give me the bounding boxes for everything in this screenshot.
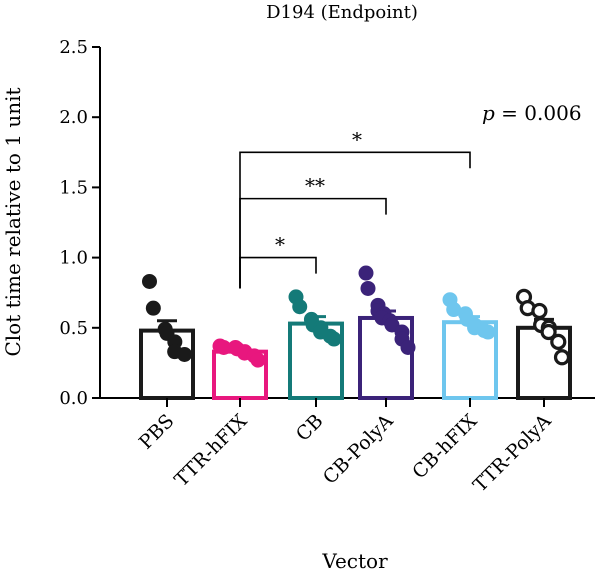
- data-point-cb: [292, 299, 308, 315]
- x-axis-title: Vector: [321, 549, 388, 573]
- y-tick-label: 0.0: [59, 388, 88, 409]
- p-value-text: = 0.006: [495, 101, 582, 125]
- x-tick-label-cb-polya: CB-PolyA: [319, 410, 398, 489]
- y-tick-label: 1.0: [59, 248, 88, 269]
- significance-label: *: [352, 127, 362, 151]
- data-point-cb-polya: [358, 265, 374, 281]
- y-tick-label: 1.5: [59, 177, 88, 198]
- chart-title: D194 (Endpoint): [266, 2, 418, 23]
- x-tick-label-cb-hfix: CB-hFIX: [408, 410, 482, 484]
- data-point-ttr-hfix: [216, 339, 232, 355]
- data-point-cb-polya: [400, 339, 416, 355]
- data-point-ttr-polya: [531, 302, 548, 320]
- data-point-ttr-hfix: [250, 352, 266, 368]
- data-point-pbs: [145, 300, 161, 316]
- significance-label: *: [275, 233, 285, 257]
- y-tick-label: 0.5: [59, 318, 88, 339]
- x-tick-label-ttr-polya: TTR-PolyA: [469, 410, 556, 497]
- significance-bracket: [239, 256, 317, 289]
- data-point-ttr-polya: [540, 323, 557, 341]
- data-point-cb-polya: [360, 280, 376, 296]
- significance-label: **: [305, 174, 325, 198]
- data-point-cb-hfix: [446, 302, 462, 318]
- x-tick-label-cb: CB: [292, 410, 328, 446]
- data-point-ttr-polya: [553, 349, 571, 366]
- y-axis-title: Clot time relative to 1 unit: [1, 87, 25, 356]
- y-tick-label: 2.0: [59, 107, 88, 128]
- x-tick-label-pbs: PBS: [135, 410, 179, 454]
- data-point-cb: [326, 331, 342, 347]
- data-point-pbs: [142, 273, 157, 289]
- x-tick-label-ttr-hfix: TTR-hFIX: [170, 410, 252, 492]
- data-point-ttr-polya: [550, 333, 567, 350]
- p-value-annotation: p = 0.006: [482, 101, 582, 125]
- data-point-pbs: [177, 346, 192, 362]
- p-value-symbol: p: [482, 101, 495, 125]
- significance-bracket: [239, 151, 471, 289]
- y-tick-label: 2.5: [59, 37, 88, 58]
- data-point-cb-hfix: [480, 324, 496, 340]
